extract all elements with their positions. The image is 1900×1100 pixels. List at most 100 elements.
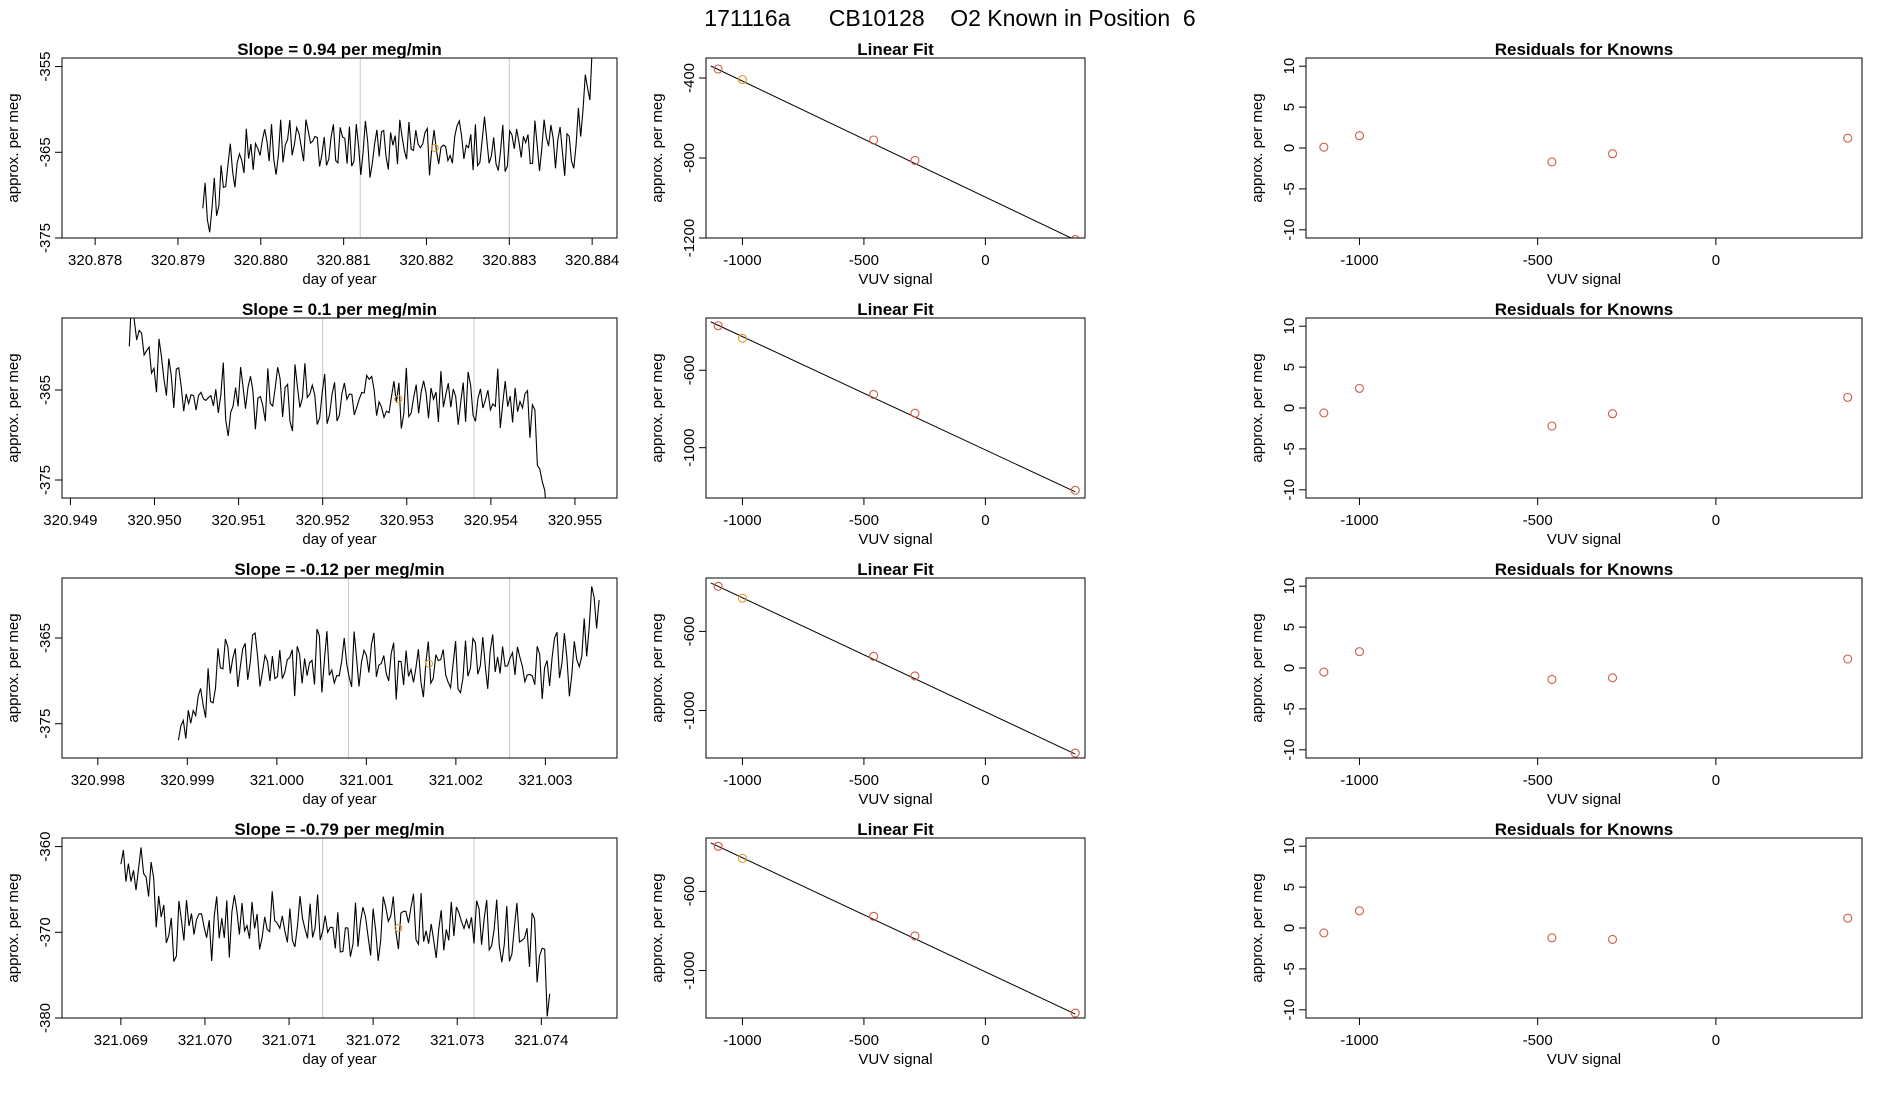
data-point bbox=[1070, 1008, 1080, 1018]
panel-1-0: Slope = 0.1 per meg/min 320.949 320.950 320… bbox=[5, 300, 618, 548]
data-point bbox=[1843, 654, 1853, 664]
y-axis-label: approx. per meg bbox=[1249, 93, 1266, 202]
fit-line bbox=[710, 65, 1073, 238]
panel-title: Linear Fit bbox=[857, 300, 934, 319]
x-axis-label: VUV signal bbox=[1547, 271, 1621, 288]
panel-title: Linear Fit bbox=[857, 560, 934, 579]
panel-1-2: Residuals for Knowns -1000 -500 0 -10 -5 0 5 10 V… bbox=[1249, 300, 1863, 548]
data-point bbox=[1071, 235, 1080, 238]
y-tick-label: -600 bbox=[681, 876, 698, 906]
plot-frame bbox=[61, 837, 618, 1019]
data-point bbox=[1319, 142, 1329, 152]
y-axis-label: approx. per meg bbox=[649, 93, 666, 202]
y-tick-label: -400 bbox=[681, 63, 698, 93]
highlight-point bbox=[394, 395, 403, 403]
x-tick-label: 321.073 bbox=[430, 1032, 484, 1049]
panel-2-2: Residuals for Knowns -1000 -500 0 -10 -5 0 5 10 V… bbox=[1249, 560, 1863, 808]
data-point bbox=[1354, 906, 1365, 916]
y-tick-label: -10 bbox=[1281, 739, 1298, 761]
x-tick-label: 321.000 bbox=[250, 772, 304, 789]
plot-frame bbox=[705, 317, 1086, 499]
x-tick-label: 321.074 bbox=[514, 1032, 568, 1049]
x-tick-label: 0 bbox=[981, 772, 989, 789]
y-tick-label: -1200 bbox=[681, 219, 698, 257]
data-point bbox=[1607, 673, 1618, 683]
x-tick-label: 320.881 bbox=[317, 252, 371, 269]
x-tick-label: -1000 bbox=[723, 1032, 761, 1049]
fit-line bbox=[710, 582, 1076, 755]
panel-3-1: Linear Fit -1000 -500 0 -1000 -600 VUV signal a… bbox=[649, 820, 1086, 1068]
y-tick-label: 10 bbox=[1281, 58, 1298, 75]
data-point bbox=[1607, 934, 1618, 945]
y-axis-label: approx. per meg bbox=[1249, 873, 1266, 982]
data-point bbox=[910, 671, 920, 681]
panel-2-1: Linear Fit -1000 -500 0 -1000 -600 VUV signal a… bbox=[649, 560, 1086, 808]
panel-title: Slope = 0.94 per meg/min bbox=[237, 40, 442, 59]
x-tick-label: 320.949 bbox=[43, 512, 97, 529]
x-tick-label: 321.069 bbox=[94, 1032, 148, 1049]
data-trace bbox=[202, 58, 593, 233]
plot-area bbox=[177, 578, 600, 758]
y-tick-label: -375 bbox=[37, 223, 54, 253]
x-axis-label: VUV signal bbox=[858, 531, 932, 548]
x-tick-label: 320.998 bbox=[71, 772, 125, 789]
y-axis-label: approx. per meg bbox=[1249, 353, 1266, 462]
fit-line bbox=[710, 842, 1076, 1015]
y-tick-label: 5 bbox=[1281, 623, 1298, 631]
x-axis-label: day of year bbox=[302, 1051, 376, 1068]
fit-line bbox=[710, 321, 1076, 493]
x-tick-label: 0 bbox=[981, 1032, 989, 1049]
panel-title: Residuals for Knowns bbox=[1495, 560, 1674, 579]
y-tick-label: -375 bbox=[37, 465, 54, 495]
figure-title: 171116a CB10128 O2 Known in Position 6 bbox=[704, 5, 1195, 31]
y-tick-label: -375 bbox=[37, 709, 54, 739]
y-tick-label: -600 bbox=[681, 616, 698, 646]
data-point bbox=[1843, 133, 1853, 143]
x-tick-label: -500 bbox=[1523, 1032, 1553, 1049]
plot-area bbox=[710, 841, 1080, 1018]
x-tick-label: 320.884 bbox=[565, 252, 619, 269]
plot-area bbox=[128, 318, 546, 498]
x-tick-label: 0 bbox=[1712, 252, 1720, 269]
y-axis-label: approx. per meg bbox=[1249, 613, 1266, 722]
x-tick-label: 320.880 bbox=[234, 252, 288, 269]
y-tick-label: -800 bbox=[681, 143, 698, 173]
x-tick-label: 321.072 bbox=[346, 1032, 400, 1049]
x-tick-label: 320.878 bbox=[68, 252, 122, 269]
x-tick-label: 0 bbox=[1712, 512, 1720, 529]
y-tick-label: 5 bbox=[1281, 103, 1298, 111]
panel-title: Slope = -0.79 per meg/min bbox=[234, 820, 444, 839]
panel-title: Linear Fit bbox=[857, 40, 934, 59]
y-tick-label: 5 bbox=[1281, 883, 1298, 891]
plot-frame bbox=[705, 577, 1086, 759]
y-tick-label: -365 bbox=[37, 137, 54, 167]
x-tick-label: -500 bbox=[849, 1032, 879, 1049]
x-tick-label: -500 bbox=[1523, 512, 1553, 529]
panel-1-1: Linear Fit -1000 -500 0 -1000 -600 VUV signal a… bbox=[649, 300, 1086, 548]
data-point bbox=[713, 841, 723, 851]
x-tick-label: 320.954 bbox=[464, 512, 518, 529]
highlight-point bbox=[425, 659, 434, 668]
panel-title: Residuals for Knowns bbox=[1495, 40, 1674, 59]
x-tick-label: 320.953 bbox=[380, 512, 434, 529]
plot-frame bbox=[705, 57, 1086, 239]
data-point bbox=[1319, 408, 1329, 418]
x-tick-label: 321.001 bbox=[339, 772, 393, 789]
y-tick-label: -1000 bbox=[681, 951, 698, 989]
panel-title: Slope = -0.12 per meg/min bbox=[234, 560, 444, 579]
x-tick-label: -500 bbox=[849, 772, 879, 789]
x-axis-label: VUV signal bbox=[1547, 1051, 1621, 1068]
y-tick-label: 0 bbox=[1281, 924, 1298, 932]
y-axis-label: approx. per meg bbox=[649, 613, 666, 722]
y-tick-label: -5 bbox=[1281, 962, 1298, 975]
x-axis-label: VUV signal bbox=[858, 271, 932, 288]
x-tick-label: 321.071 bbox=[262, 1032, 316, 1049]
y-tick-label: -355 bbox=[37, 52, 54, 82]
x-axis-label: day of year bbox=[302, 531, 376, 548]
data-point bbox=[1070, 485, 1080, 495]
data-point bbox=[1607, 149, 1618, 159]
data-trace bbox=[128, 318, 546, 498]
x-tick-label: 321.003 bbox=[518, 772, 572, 789]
data-point bbox=[869, 911, 879, 921]
highlight-point bbox=[394, 924, 403, 932]
